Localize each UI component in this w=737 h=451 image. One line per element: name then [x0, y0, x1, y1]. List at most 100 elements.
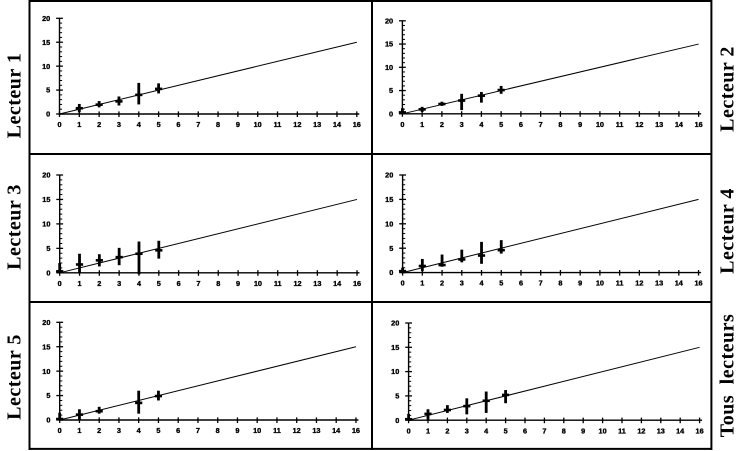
svg-text:1: 1: [77, 426, 81, 435]
svg-text:4: 4: [137, 426, 142, 435]
svg-text:2: 2: [97, 120, 101, 129]
svg-text:5: 5: [46, 244, 50, 253]
svg-text:8: 8: [216, 279, 220, 288]
svg-text:15: 15: [42, 195, 50, 204]
svg-text:Lecteur 1: Lecteur 1: [4, 53, 26, 139]
svg-text:10: 10: [42, 62, 50, 71]
svg-text:16: 16: [352, 426, 360, 435]
svg-text:5: 5: [157, 120, 161, 129]
svg-text:0: 0: [46, 268, 50, 277]
svg-text:6: 6: [176, 120, 180, 129]
svg-text:8: 8: [558, 279, 562, 288]
svg-text:14: 14: [675, 279, 684, 288]
svg-text:13: 13: [313, 279, 321, 288]
svg-text:7: 7: [539, 279, 543, 288]
svg-text:10: 10: [391, 367, 399, 376]
svg-text:20: 20: [385, 16, 393, 25]
svg-text:14: 14: [676, 426, 685, 435]
svg-text:0: 0: [46, 416, 50, 425]
svg-text:0: 0: [395, 416, 399, 425]
svg-text:0: 0: [400, 120, 404, 129]
svg-text:15: 15: [385, 195, 393, 204]
svg-text:5: 5: [46, 391, 50, 400]
svg-text:4: 4: [484, 426, 489, 435]
svg-text:12: 12: [293, 426, 301, 435]
svg-text:16: 16: [696, 426, 704, 435]
svg-text:11: 11: [273, 426, 281, 435]
svg-text:6: 6: [176, 426, 180, 435]
svg-text:16: 16: [695, 120, 703, 129]
svg-text:3: 3: [117, 426, 121, 435]
svg-text:3: 3: [460, 120, 464, 129]
svg-text:10: 10: [42, 220, 50, 229]
svg-text:7: 7: [196, 279, 200, 288]
svg-text:0: 0: [401, 279, 405, 288]
svg-text:16: 16: [694, 279, 702, 288]
svg-text:15: 15: [42, 38, 50, 47]
svg-text:9: 9: [235, 426, 239, 435]
svg-text:0: 0: [407, 426, 411, 435]
svg-text:14: 14: [333, 279, 342, 288]
svg-text:8: 8: [562, 426, 566, 435]
svg-text:7: 7: [196, 426, 200, 435]
svg-text:6: 6: [177, 279, 181, 288]
svg-text:4: 4: [137, 120, 142, 129]
svg-text:9: 9: [236, 120, 240, 129]
svg-text:13: 13: [313, 120, 321, 129]
svg-text:10: 10: [253, 426, 261, 435]
svg-text:5: 5: [499, 279, 503, 288]
svg-text:0: 0: [389, 109, 393, 118]
svg-text:5: 5: [389, 244, 393, 253]
svg-text:20: 20: [391, 319, 399, 328]
svg-text:12: 12: [635, 279, 643, 288]
svg-text:10: 10: [254, 120, 262, 129]
svg-text:20: 20: [42, 318, 50, 327]
svg-text:2: 2: [97, 426, 101, 435]
svg-text:15: 15: [42, 342, 50, 351]
svg-text:10: 10: [599, 426, 607, 435]
svg-text:12: 12: [293, 279, 301, 288]
svg-text:4: 4: [479, 279, 484, 288]
svg-text:0: 0: [46, 110, 50, 119]
svg-text:Lecteur 5: Lecteur 5: [4, 334, 26, 420]
svg-text:7: 7: [539, 120, 543, 129]
svg-text:0: 0: [57, 120, 61, 129]
svg-text:Lecteur 4: Lecteur 4: [717, 188, 737, 274]
svg-text:1: 1: [420, 120, 424, 129]
svg-text:8: 8: [558, 120, 562, 129]
svg-text:10: 10: [254, 279, 262, 288]
svg-text:6: 6: [519, 279, 523, 288]
svg-text:13: 13: [655, 120, 663, 129]
svg-text:3: 3: [465, 426, 469, 435]
svg-text:20: 20: [42, 171, 50, 180]
svg-text:10: 10: [385, 63, 393, 72]
svg-text:3: 3: [117, 279, 121, 288]
svg-text:14: 14: [333, 120, 342, 129]
svg-text:6: 6: [523, 426, 527, 435]
svg-text:1: 1: [420, 279, 424, 288]
svg-text:7: 7: [542, 426, 546, 435]
svg-text:1: 1: [77, 279, 81, 288]
svg-text:8: 8: [216, 120, 220, 129]
svg-text:9: 9: [578, 120, 582, 129]
svg-text:12: 12: [293, 120, 301, 129]
svg-text:0: 0: [389, 268, 393, 277]
svg-text:9: 9: [236, 279, 240, 288]
svg-text:Lecteur 2: Lecteur 2: [717, 46, 737, 132]
svg-text:0: 0: [58, 279, 62, 288]
svg-text:3: 3: [460, 279, 464, 288]
svg-text:5: 5: [46, 86, 50, 95]
svg-text:Tous lecteurs: Tous lecteurs: [717, 314, 737, 438]
svg-text:13: 13: [657, 426, 665, 435]
svg-text:14: 14: [675, 120, 684, 129]
svg-text:2: 2: [97, 279, 101, 288]
svg-text:10: 10: [596, 120, 604, 129]
svg-text:11: 11: [274, 120, 282, 129]
svg-text:6: 6: [519, 120, 523, 129]
svg-text:1: 1: [77, 120, 81, 129]
svg-text:8: 8: [216, 426, 220, 435]
svg-text:4: 4: [137, 279, 142, 288]
svg-text:20: 20: [385, 171, 393, 180]
svg-text:4: 4: [479, 120, 484, 129]
svg-text:2: 2: [445, 426, 449, 435]
